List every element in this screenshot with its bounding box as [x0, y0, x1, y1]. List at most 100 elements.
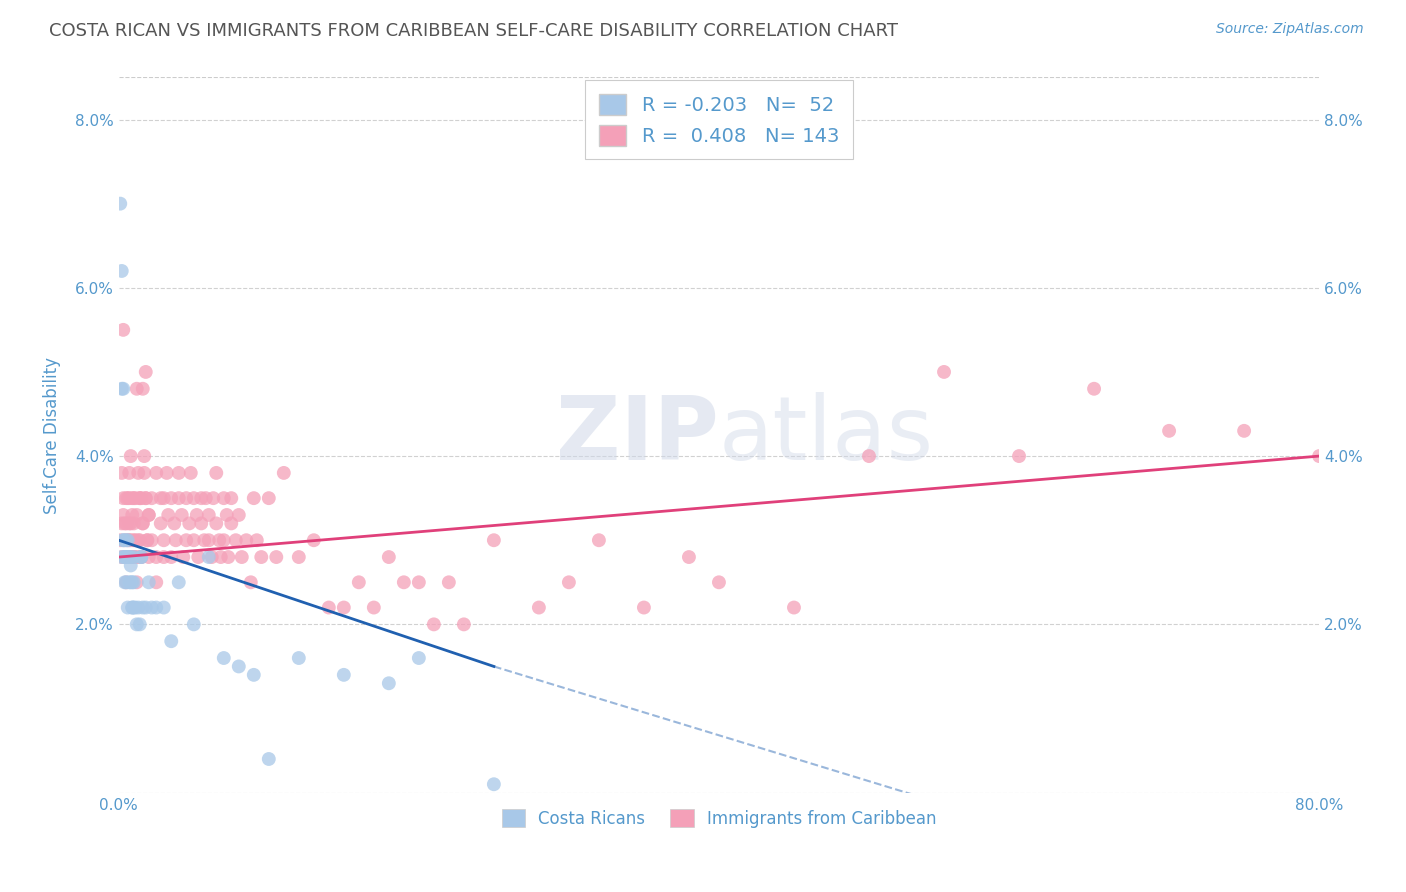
Point	[129, 550, 152, 565]
Point	[112, 382, 135, 396]
Point	[127, 600, 149, 615]
Point	[145, 550, 167, 565]
Point	[141, 491, 163, 505]
Point	[243, 668, 266, 682]
Point	[121, 575, 143, 590]
Point	[160, 550, 183, 565]
Point	[125, 508, 148, 522]
Point	[120, 449, 142, 463]
Point	[122, 533, 145, 548]
Point	[128, 617, 150, 632]
Point	[156, 466, 179, 480]
Point	[202, 491, 225, 505]
Point	[160, 491, 183, 505]
Point	[124, 600, 146, 615]
Point	[118, 550, 141, 565]
Legend: Costa Ricans, Immigrants from Caribbean: Costa Ricans, Immigrants from Caribbean	[495, 803, 943, 834]
Point	[136, 533, 159, 548]
Point	[408, 651, 430, 665]
Point	[170, 508, 193, 522]
Point	[112, 508, 135, 522]
Point	[132, 382, 155, 396]
Point	[588, 533, 610, 548]
Point	[288, 550, 311, 565]
Point	[163, 516, 186, 531]
Point	[157, 508, 180, 522]
Point	[167, 466, 190, 480]
Point	[165, 533, 187, 548]
Point	[110, 533, 132, 548]
Point	[117, 491, 139, 505]
Point	[201, 550, 224, 565]
Point	[197, 533, 219, 548]
Point	[121, 508, 143, 522]
Point	[678, 550, 700, 565]
Point	[115, 575, 138, 590]
Point	[1083, 382, 1105, 396]
Point	[333, 668, 356, 682]
Point	[134, 466, 156, 480]
Point	[115, 516, 138, 531]
Point	[112, 533, 135, 548]
Point	[212, 651, 235, 665]
Point	[121, 491, 143, 505]
Point	[117, 533, 139, 548]
Point	[129, 491, 152, 505]
Point	[212, 533, 235, 548]
Point	[378, 550, 401, 565]
Point	[437, 575, 460, 590]
Point	[266, 550, 288, 565]
Point	[111, 550, 134, 565]
Point	[114, 575, 136, 590]
Point	[239, 575, 262, 590]
Point	[122, 516, 145, 531]
Point	[174, 533, 197, 548]
Point	[135, 491, 157, 505]
Point	[174, 491, 197, 505]
Point	[124, 491, 146, 505]
Point	[138, 575, 160, 590]
Point	[115, 575, 138, 590]
Point	[180, 466, 202, 480]
Point	[110, 196, 132, 211]
Point	[122, 600, 145, 615]
Point	[128, 491, 150, 505]
Point	[115, 491, 138, 505]
Point	[129, 550, 152, 565]
Point	[378, 676, 401, 690]
Point	[125, 575, 148, 590]
Point	[197, 508, 219, 522]
Point	[217, 550, 239, 565]
Text: ZIP: ZIP	[557, 392, 718, 478]
Point	[141, 533, 163, 548]
Point	[302, 533, 325, 548]
Point	[121, 600, 143, 615]
Point	[482, 777, 505, 791]
Point	[209, 550, 232, 565]
Point	[243, 491, 266, 505]
Point	[149, 491, 172, 505]
Point	[122, 491, 145, 505]
Point	[112, 533, 135, 548]
Point	[212, 491, 235, 505]
Point	[1008, 449, 1031, 463]
Point	[167, 575, 190, 590]
Point	[112, 323, 135, 337]
Point	[115, 533, 138, 548]
Point	[132, 516, 155, 531]
Point	[117, 550, 139, 565]
Point	[118, 575, 141, 590]
Point	[134, 449, 156, 463]
Point	[1308, 449, 1330, 463]
Point	[124, 533, 146, 548]
Point	[138, 508, 160, 522]
Point	[190, 491, 212, 505]
Point	[114, 550, 136, 565]
Point	[122, 550, 145, 565]
Point	[932, 365, 955, 379]
Point	[183, 533, 205, 548]
Point	[186, 508, 208, 522]
Point	[219, 516, 242, 531]
Point	[121, 600, 143, 615]
Point	[114, 550, 136, 565]
